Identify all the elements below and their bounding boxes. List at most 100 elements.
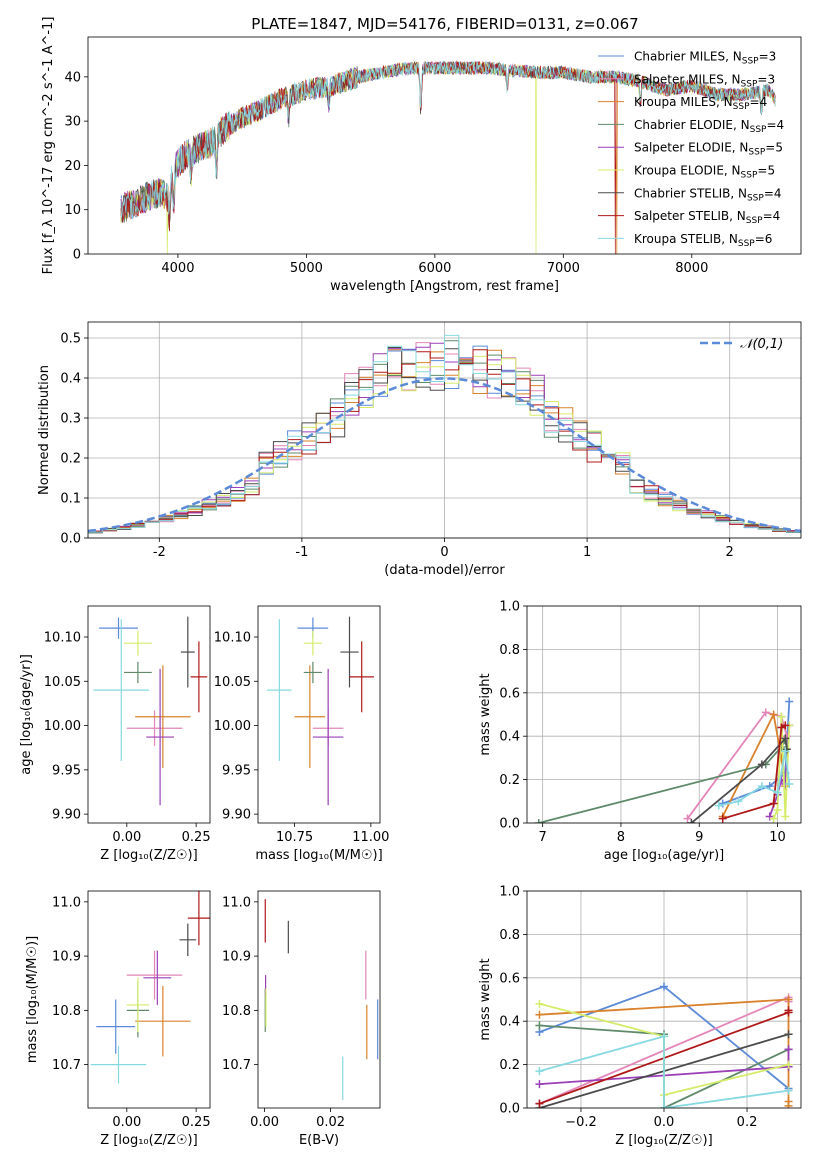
errorbar-kroupa-stelib <box>90 1045 147 1084</box>
spectrum-line-kroupa-stelib <box>120 61 776 220</box>
x-axis-label: E(B-V) <box>299 1133 339 1148</box>
legend-label: Chabrier ELODIE, NSSP=4 <box>634 118 784 135</box>
legend-label: Salpeter MILES, NSSP=3 <box>634 72 775 89</box>
x-tick-label: 9 <box>695 830 703 845</box>
errorbar-chabrier-stelib <box>340 616 359 688</box>
y-tick-label: 0.4 <box>499 730 520 745</box>
panel-spectrum: 4000 5000 6000 7000 8000 0 10 20 30 40 wavelength … <box>41 17 802 294</box>
histogram-kroupa-stelib <box>88 334 801 538</box>
weight-marker <box>781 812 790 821</box>
panel-age_weight: 7 8 9 10 0.0 0.2 0.4 0.6 0.8 1.0 age [log₁₀(age/yr… <box>478 600 802 863</box>
weight-marker <box>660 1032 668 1041</box>
weight-marker <box>769 799 778 808</box>
errorbar-chabrier-miles <box>99 617 138 639</box>
y-tick-label: 0.2 <box>60 452 81 467</box>
axes-frame <box>257 890 381 1109</box>
errorbar-salpeter-miles <box>126 950 183 1000</box>
axes-frame <box>526 605 802 824</box>
weight-marker <box>784 1086 793 1095</box>
x-tick-label: 0.00 <box>250 1115 279 1130</box>
weight-marker <box>734 797 743 806</box>
y-tick-label: 0.0 <box>499 817 520 832</box>
y-tick-label: 9.95 <box>52 763 81 778</box>
axes-frame <box>257 605 381 824</box>
y-tick-label: 20 <box>64 159 81 174</box>
weight-marker <box>757 782 766 791</box>
x-tick-label: 0.00 <box>112 1115 141 1130</box>
plot-area <box>88 334 801 538</box>
x-tick-label: 1 <box>583 545 591 560</box>
errorbar-chabrier-miles <box>96 999 136 1054</box>
legend-label: Kroupa ELODIE, NSSP=5 <box>634 164 775 181</box>
errorbar-salpeter-stelib <box>190 641 208 713</box>
x-tick-label: 0.25 <box>182 1115 211 1130</box>
plot-area <box>90 891 210 1084</box>
weight-marker <box>718 814 727 823</box>
weight-marker <box>784 995 793 1004</box>
weight-marker <box>535 999 544 1008</box>
panel-residuals: -2 -1 0 1 2 0.0 0.1 0.2 0.3 0.4 0.5 (data-model)/er… <box>37 321 802 578</box>
plot-area <box>264 899 379 1100</box>
panel-Z_mass: 0.00 0.25 10.7 10.8 10.9 11.0 Z [log₁₀(Z/Z☉)] m… <box>25 890 211 1148</box>
y-tick-label: 10.9 <box>52 950 81 965</box>
y-axis-label: age [log₁₀(age/yr)] <box>19 654 34 775</box>
weight-marker <box>777 712 786 721</box>
weight-marker <box>784 1060 793 1069</box>
axes-frame <box>87 36 802 255</box>
y-tick-label: 11.0 <box>222 895 251 910</box>
panel-Z_age: 0.00 0.25 9.90 9.95 10.00 10.05 10.10 Z [log₁₀(… <box>19 605 211 863</box>
spectrum-line-salpeter-stelib <box>120 61 776 254</box>
legend-label: Kroupa MILES, NSSP=4 <box>634 95 767 112</box>
errorbar-salpeter-miles <box>126 710 183 746</box>
x-tick-label: 11.00 <box>352 830 389 845</box>
legend-label: Chabrier MILES, NSSP=3 <box>634 50 776 67</box>
y-tick-label: 10.8 <box>52 1004 81 1019</box>
x-tick-label: 7 <box>539 830 547 845</box>
errorbar-salpeter-elodie <box>143 950 172 1005</box>
plot-area <box>120 60 776 254</box>
weight-marker <box>769 814 778 823</box>
y-tick-label: 0 <box>73 248 81 263</box>
weight-marker <box>785 697 794 706</box>
x-tick-label: 8 <box>617 830 625 845</box>
y-tick-label: 10.8 <box>222 1004 251 1019</box>
errorbar-salpeter-stelib <box>187 891 210 946</box>
errorbar-kroupa-elodie <box>126 977 149 1033</box>
x-tick-label: -1 <box>295 545 308 560</box>
weight-line-kroupa-stelib <box>539 1035 789 1108</box>
y-tick-label: 1.0 <box>499 600 520 615</box>
x-axis-label: mass [log₁₀(M/M☉)] <box>255 848 382 863</box>
weight-marker <box>773 805 782 814</box>
weight-marker <box>687 819 696 823</box>
x-axis-label: Z [log₁₀(Z/Z☉)] <box>100 848 197 863</box>
y-tick-label: 0.6 <box>499 686 520 701</box>
y-tick-label: 10.05 <box>214 675 251 690</box>
y-axis-label: mass [log₁₀(M/M☉)] <box>25 936 40 1063</box>
y-tick-label: 40 <box>64 70 81 85</box>
y-tick-label: 0.4 <box>60 372 81 387</box>
y-tick-label: 10.9 <box>222 950 251 965</box>
weight-marker <box>785 779 794 788</box>
x-tick-label: 4000 <box>161 261 194 276</box>
y-tick-label: 10.10 <box>44 631 81 646</box>
x-axis-label: wavelength [Angstrom, rest frame] <box>330 279 559 294</box>
panel-mass_age: 10.75 11.00 9.90 9.95 10.00 10.05 10.10 mass [l… <box>214 605 389 863</box>
weight-line-chabrier-stelib <box>690 736 788 823</box>
legend: Chabrier MILES, NSSP=3 Salpeter MILES, NS… <box>598 50 784 249</box>
weight-marker <box>660 982 668 991</box>
x-axis-label: age [log₁₀(age/yr)] <box>604 848 725 863</box>
weight-marker <box>761 708 770 717</box>
axes-frame <box>87 321 802 539</box>
weight-marker <box>773 788 782 797</box>
errorbar-kroupa-elodie <box>303 630 323 656</box>
y-tick-label: 0.4 <box>499 1015 520 1030</box>
y-tick-label: 9.90 <box>222 808 251 823</box>
weight-marker <box>535 1010 544 1019</box>
weight-marker <box>535 1099 544 1108</box>
errorbar-chabrier-stelib <box>179 923 197 957</box>
y-axis-label: Normed distribution <box>37 365 52 495</box>
x-axis-label: Z [log₁₀(Z/Z☉)] <box>100 1133 197 1148</box>
weight-marker <box>784 1006 793 1015</box>
x-axis-label: Z [log₁₀(Z/Z☉)] <box>615 1133 712 1148</box>
